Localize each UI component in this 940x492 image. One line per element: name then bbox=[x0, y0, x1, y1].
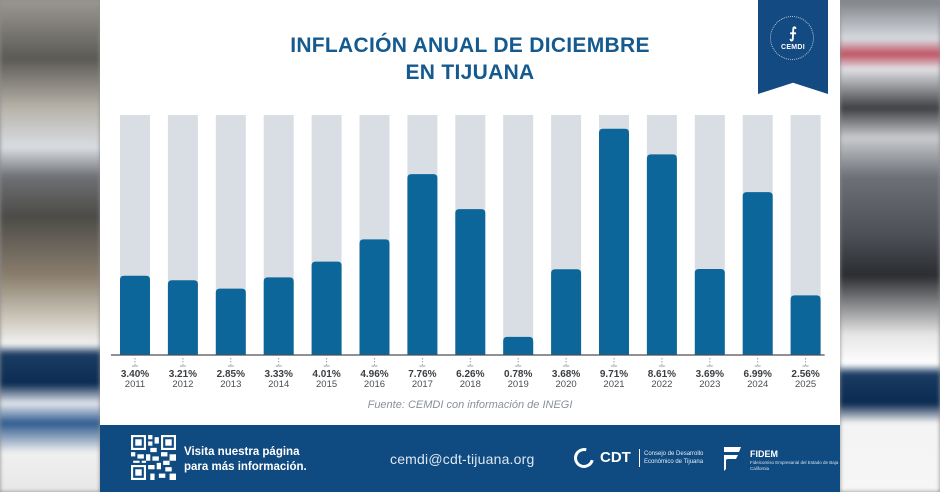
category-label-2023: 2023 bbox=[699, 379, 720, 390]
value-label-2022: 8.61% bbox=[648, 369, 676, 380]
visit-line-2: para más información. bbox=[184, 461, 307, 473]
value-label-2020: 3.68% bbox=[552, 369, 580, 380]
bar-2019 bbox=[503, 336, 534, 355]
value-label-2021: 9.71% bbox=[600, 369, 628, 380]
bar-2017 bbox=[407, 174, 438, 355]
category-label-2019: 2019 bbox=[508, 379, 529, 390]
background-right-blur bbox=[840, 0, 940, 492]
cemdi-logo-icon: ⨍ bbox=[789, 25, 797, 42]
value-label-2025: 2.56% bbox=[791, 369, 819, 380]
category-label-2013: 2013 bbox=[220, 379, 241, 390]
bar-2014 bbox=[263, 277, 294, 355]
value-label-2016: 4.96% bbox=[360, 369, 388, 380]
bar-chart: 3.40% 2011 3.21% 2012 2.85% 2013 3.33% 2014 4.01… bbox=[100, 0, 840, 420]
category-label-2017: 2017 bbox=[412, 379, 433, 390]
value-label-2013: 2.85% bbox=[217, 369, 245, 380]
visit-website-text[interactable]: Visita nuestra página para más informaci… bbox=[184, 445, 307, 475]
value-label-2018: 6.26% bbox=[456, 369, 484, 380]
background-left-blur bbox=[0, 0, 100, 492]
category-label-2014: 2014 bbox=[268, 379, 289, 390]
infographic-card: INFLACIÓN ANUAL DE DICIEMBRE EN TIJUANA … bbox=[100, 0, 840, 492]
bar-track-2019 bbox=[503, 115, 534, 355]
value-label-2024: 6.99% bbox=[744, 369, 772, 380]
value-label-2014: 3.33% bbox=[265, 369, 293, 380]
bar-2023 bbox=[694, 269, 725, 355]
bar-2021 bbox=[599, 128, 629, 355]
bar-2012 bbox=[167, 280, 198, 355]
category-label-2011: 2011 bbox=[125, 379, 145, 390]
fidem-description: Fideicomiso Empresarial del Estado de Ba… bbox=[750, 460, 839, 471]
category-label-2025: 2025 bbox=[795, 379, 816, 390]
cdt-name: CDT bbox=[600, 449, 631, 466]
category-label-2020: 2020 bbox=[556, 379, 577, 390]
title-line-1: INFLACIÓN ANUAL DE DICIEMBRE bbox=[290, 34, 650, 57]
value-label-2015: 4.01% bbox=[312, 369, 340, 380]
bar-2025 bbox=[790, 295, 821, 355]
bar-chart-svg: 3.40%2011 3.21%2012 2.85%2013 3.33%2014 4.01… bbox=[111, 115, 825, 390]
bar-2016 bbox=[359, 239, 390, 355]
value-label-2011: 3.40% bbox=[121, 369, 149, 380]
visit-line-1: Visita nuestra página bbox=[184, 446, 300, 458]
cdt-ring-icon bbox=[570, 444, 598, 472]
bar-2024 bbox=[742, 192, 773, 355]
value-label-2023: 3.69% bbox=[696, 369, 724, 380]
category-label-2012: 2012 bbox=[172, 379, 193, 390]
email-link[interactable]: cemdi@cdt-tijuana.org bbox=[390, 451, 535, 467]
footer-band: Visita nuestra página para más informaci… bbox=[100, 425, 840, 492]
badge-ring bbox=[770, 16, 814, 60]
bar-2011 bbox=[120, 275, 150, 355]
cemdi-badge: ⨍ CEMDI bbox=[758, 0, 828, 94]
bar-2020 bbox=[551, 269, 582, 355]
value-label-2012: 3.21% bbox=[169, 369, 197, 380]
cdt-divider bbox=[639, 449, 640, 467]
bar-2015 bbox=[311, 261, 342, 355]
badge-label: CEMDI bbox=[780, 44, 806, 51]
fidem-name: FIDEM bbox=[750, 449, 778, 459]
category-label-2018: 2018 bbox=[460, 379, 481, 390]
title-line-2: EN TIJUANA bbox=[405, 61, 535, 84]
fidem-f-icon bbox=[724, 447, 741, 471]
chart-title: INFLACIÓN ANUAL DE DICIEMBRE EN TIJUANA bbox=[100, 32, 840, 86]
bar-2022 bbox=[646, 154, 677, 355]
bar-2013 bbox=[215, 288, 246, 355]
value-label-2019: 0.78% bbox=[504, 369, 532, 380]
value-label-2017: 7.76% bbox=[408, 369, 436, 380]
category-label-2015: 2015 bbox=[316, 379, 337, 390]
qr-code-icon[interactable] bbox=[131, 435, 176, 480]
category-label-2022: 2022 bbox=[651, 379, 672, 390]
category-label-2024: 2024 bbox=[747, 379, 768, 390]
source-note: Fuente: CEMDI con información de INEGI bbox=[367, 399, 573, 411]
category-label-2016: 2016 bbox=[364, 379, 385, 390]
cdt-description: Consejo de Desarrollo Económico de Tijua… bbox=[644, 451, 704, 465]
bar-2018 bbox=[455, 209, 486, 355]
category-label-2021: 2021 bbox=[603, 379, 624, 390]
